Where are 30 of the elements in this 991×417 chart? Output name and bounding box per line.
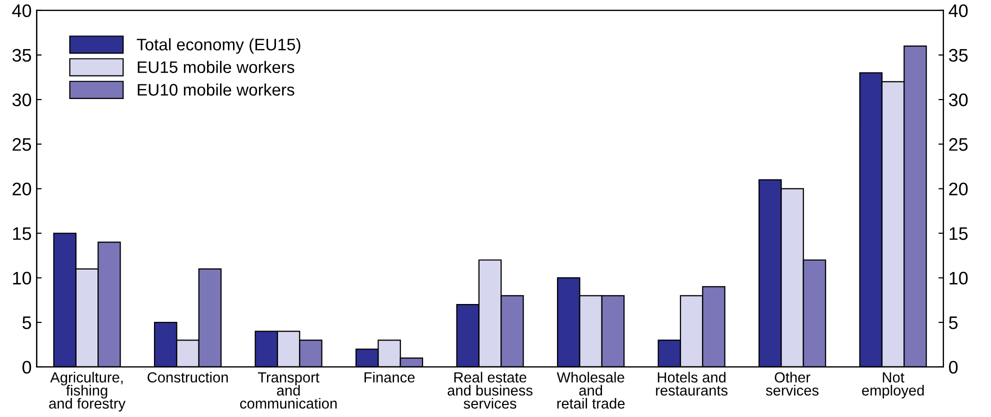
x-tick-label: Other services [766,372,819,396]
x-tick-label: Agriculture, fishing and forestry [49,372,126,412]
legend-label: Total economy (EU15) [136,38,300,54]
y2-tick-label: 25 [949,138,968,151]
legend-label: EU10 mobile workers [138,83,294,96]
y-tick-label: 25 [12,138,32,151]
x-tick-label: Real estate and business services [448,372,532,409]
y2-tick-label: 40 [948,4,968,18]
y2-tick-label: 5 [949,316,958,330]
y-tick-label: 10 [13,272,32,285]
y-tick-label: 5 [22,316,32,330]
x-tick-label: Finance [364,372,415,383]
y2-tick-label: 35 [948,48,968,62]
x-tick-label: Transport and communication [240,372,337,409]
x-tick-label: Not employed [862,372,924,398]
x-tick-label: Construction [148,372,228,383]
x-tick-label: Wholesale and retail trade [556,372,625,409]
y-tick-label: 15 [13,227,32,240]
y-tick-label: 20 [12,182,32,196]
y2-tick-label: 10 [950,272,968,285]
y-tick-label: 0 [22,360,32,374]
y2-tick-label: 0 [949,360,958,374]
y2-tick-label: 20 [949,182,968,196]
y-tick-label: 40 [12,4,32,18]
y2-tick-label: 30 [948,93,968,106]
y-tick-label: 35 [12,48,32,62]
legend-label: EU15 mobile workers [138,60,294,74]
y-tick-label: 30 [12,93,32,106]
x-tick-label: Hotels and restaurants [656,372,728,396]
y2-tick-label: 15 [950,227,968,240]
